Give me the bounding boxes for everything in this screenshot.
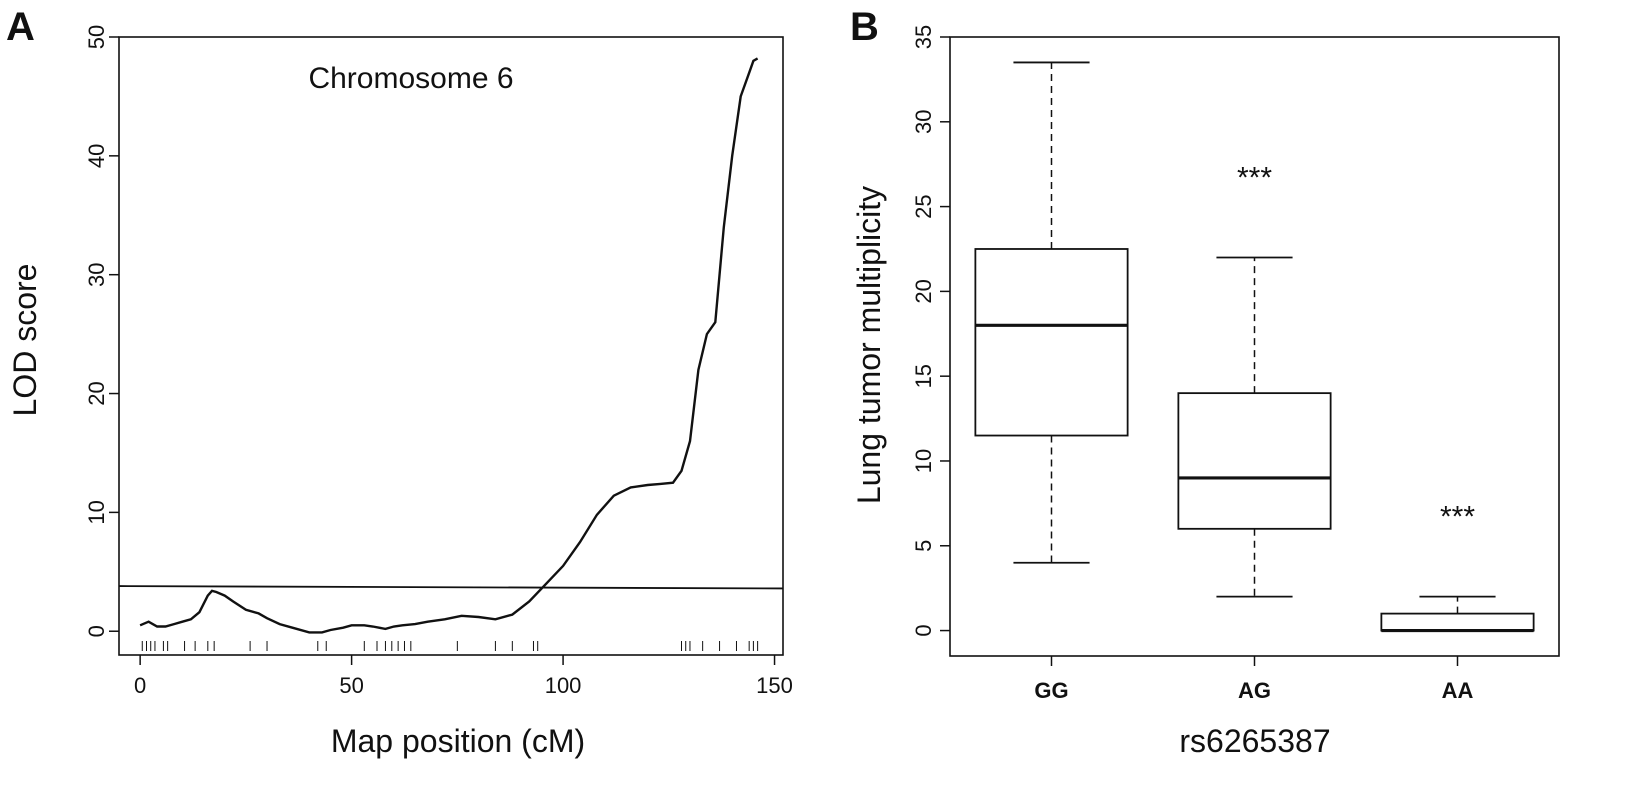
y-tick-label-b: 25: [911, 194, 936, 218]
y-tick-label-a: 0: [84, 625, 109, 637]
plot-frame-a: [118, 36, 784, 656]
y-tick-label-b: 35: [911, 25, 936, 49]
y-tick-label-a: 30: [84, 262, 109, 286]
y-axis-b: 0 5 10 15 20 25 30 35: [911, 25, 950, 637]
x-tick-label-a: 150: [756, 673, 793, 698]
chromosome-annotation: Chromosome 6: [308, 62, 513, 95]
iqr-box: [1177, 392, 1332, 530]
lod-curve: [139, 57, 759, 634]
x-axis-title-a: Map position (cM): [331, 723, 585, 759]
y-axis-title-b: Lung tumor multiplicity: [851, 186, 887, 504]
x-axis-a: 0 50 100 150: [134, 655, 793, 698]
significance-marker: ***: [1237, 161, 1272, 194]
x-tick-label-a: 0: [134, 673, 146, 698]
panel-a: A Chromosome 6 0 50 100 150 0 10 20 30 40 50 Map…: [6, 5, 793, 759]
y-axis-title-a: LOD score: [7, 264, 43, 417]
y-tick-label-b: 20: [911, 279, 936, 303]
y-tick-label-a: 20: [84, 381, 109, 405]
y-tick-label-a: 10: [84, 500, 109, 524]
boxplot-gg: [974, 61, 1129, 564]
boxplot-ag: ***: [1177, 161, 1332, 598]
x-axis-title-b: rs6265387: [1179, 723, 1330, 759]
boxplot-aa: ***: [1380, 501, 1535, 633]
significance-marker: ***: [1440, 501, 1475, 534]
category-label: AG: [1238, 678, 1271, 703]
iqr-box: [974, 248, 1129, 437]
category-label: GG: [1034, 678, 1068, 703]
x-tick-label-a: 50: [339, 673, 363, 698]
significance-threshold-line: [118, 585, 784, 590]
x-tick-label-a: 100: [545, 673, 582, 698]
category-label: AA: [1442, 678, 1474, 703]
boxplots: *** ***: [974, 61, 1535, 633]
panel-letter-a: A: [6, 5, 35, 49]
y-tick-label-b: 10: [911, 449, 936, 473]
panel-b: B 0 5 10 15 20 25 30 35 *** *** GG AG AA rs6265387…: [850, 5, 1560, 759]
marker-rug: [141, 641, 759, 651]
y-tick-label-b: 15: [911, 364, 936, 388]
iqr-box: [1380, 612, 1535, 632]
panel-letter-b: B: [850, 5, 879, 49]
y-tick-label-a: 40: [84, 144, 109, 168]
x-axis-b: GG AG AA: [1034, 656, 1473, 703]
y-tick-label-a: 50: [84, 25, 109, 49]
y-tick-label-b: 30: [911, 110, 936, 134]
y-axis-a: 0 10 20 30 40 50: [84, 25, 119, 637]
y-tick-label-b: 0: [911, 624, 936, 636]
y-tick-label-b: 5: [911, 540, 936, 552]
